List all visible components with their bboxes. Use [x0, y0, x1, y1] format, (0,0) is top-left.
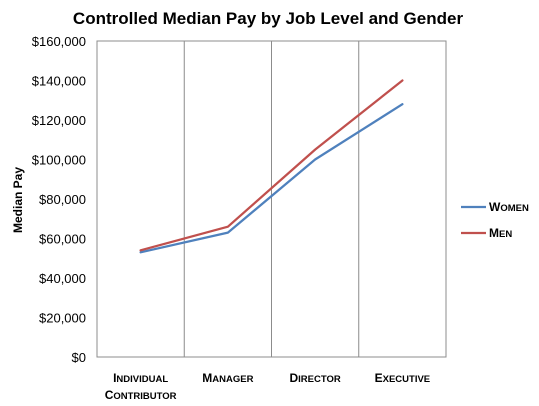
legend-item-women: WOMEN	[461, 200, 529, 214]
y-tick-label: $20,000	[39, 311, 86, 326]
y-tick-label: $100,000	[32, 153, 86, 168]
chart-title: Controlled Median Pay by Job Level and G…	[73, 9, 464, 28]
legend-label: MEN	[489, 226, 512, 240]
y-axis-label: Median Pay	[11, 167, 25, 233]
series-line-men	[139, 79, 404, 252]
x-tick-label: EXECUTIVE	[375, 371, 431, 385]
y-tick-label: $140,000	[32, 74, 86, 89]
x-tick-label: DIRECTOR	[289, 371, 340, 385]
x-tick-label: MANAGER	[202, 371, 253, 385]
y-tick-label: $60,000	[39, 232, 86, 247]
y-tick-label: $40,000	[39, 271, 86, 286]
y-tick-label: $0	[72, 350, 86, 365]
y-tick-label: $160,000	[32, 34, 86, 49]
y-tick-label: $120,000	[32, 113, 86, 128]
series-line-women	[139, 103, 404, 254]
x-tick-label: INDIVIDUAL CONTRIBUTOR	[105, 371, 177, 402]
legend-item-men: MEN	[461, 226, 512, 240]
y-tick-label: $80,000	[39, 192, 86, 207]
legend-label: WOMEN	[489, 200, 529, 214]
